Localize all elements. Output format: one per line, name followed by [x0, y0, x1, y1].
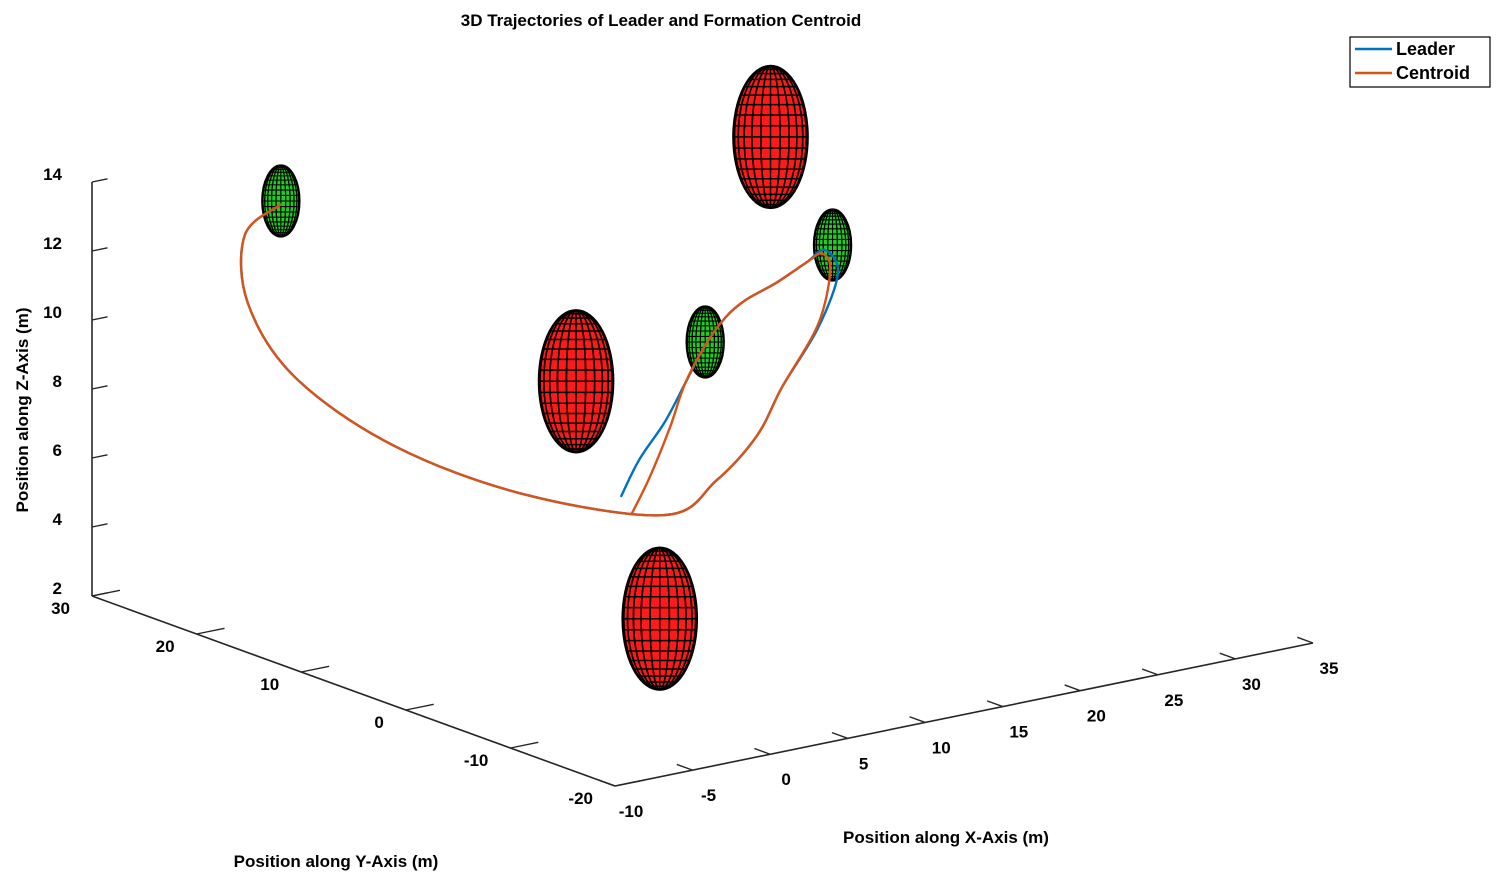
- y-axis-line: [91, 595, 616, 787]
- obstacle-2: [732, 64, 809, 210]
- x-tick-mark: [986, 700, 1004, 708]
- y-tick-label: -20: [568, 789, 593, 808]
- waypoint-1: [261, 164, 301, 238]
- x-tick-label: -10: [619, 802, 644, 821]
- x-tick-label: 25: [1164, 691, 1183, 710]
- y-tick-mark: [510, 741, 539, 749]
- y-tick-label: 20: [156, 637, 175, 656]
- y-tick-label: 10: [260, 675, 279, 694]
- spheres: [261, 64, 853, 691]
- legend-box: [1349, 36, 1491, 88]
- z-tick-mark: [91, 247, 108, 252]
- series-line-centroid: [239, 203, 832, 517]
- y-tick-mark: [405, 703, 434, 711]
- z-tick-mark: [91, 592, 108, 597]
- z-tick-label: 12: [43, 234, 62, 253]
- legend-label-centroid: Centroid: [1396, 63, 1470, 83]
- x-tick-label: 10: [932, 738, 951, 757]
- legend: Leader Centroid: [1349, 36, 1491, 88]
- x-tick-mark: [909, 716, 926, 724]
- x-tick-label: 15: [1009, 723, 1028, 742]
- z-tick-mark: [91, 385, 108, 390]
- x-tick-label: -5: [701, 786, 716, 805]
- y-axis-label: Position along Y-Axis (m): [234, 852, 439, 871]
- axes: -10-505101520253035-20-10010203024681012…: [43, 165, 1338, 821]
- z-tick-mark: [91, 523, 108, 528]
- z-tick-label: 6: [53, 441, 62, 460]
- trajectory-lines: [239, 203, 840, 517]
- x-tick-mark: [1064, 684, 1081, 692]
- z-axis-label: Position along Z-Axis (m): [13, 308, 32, 513]
- x-tick-mark: [676, 763, 693, 771]
- chart-title: 3D Trajectories of Leader and Formation …: [461, 11, 862, 30]
- z-tick-label: 8: [53, 372, 62, 391]
- y-tick-mark: [196, 627, 225, 635]
- y-tick-label: 30: [51, 599, 70, 618]
- x-tick-mark: [599, 779, 616, 787]
- z-tick-label: 14: [43, 165, 62, 184]
- y-tick-mark: [301, 665, 330, 673]
- z-tick-mark: [91, 454, 108, 459]
- x-tick-label: 20: [1087, 707, 1106, 726]
- z-tick-mark: [91, 178, 108, 183]
- x-tick-mark: [754, 747, 771, 755]
- x-tick-mark: [1141, 668, 1159, 676]
- y-tick-mark: [614, 779, 644, 787]
- z-tick-label: 10: [43, 303, 62, 322]
- z-tick-mark: [91, 316, 108, 321]
- x-tick-label: 0: [781, 770, 790, 789]
- x-tick-label: 5: [859, 754, 868, 773]
- x-tick-mark: [1297, 636, 1314, 644]
- z-tick-label: 2: [53, 579, 62, 598]
- y-tick-label: -10: [464, 751, 489, 770]
- x-axis-label: Position along X-Axis (m): [843, 828, 1049, 847]
- x-tick-label: 30: [1242, 675, 1261, 694]
- z-tick-label: 4: [53, 510, 63, 529]
- x-tick-label: 35: [1320, 659, 1339, 678]
- x-tick-mark: [831, 731, 848, 739]
- waypoint-3: [812, 208, 853, 282]
- x-axis-line: [614, 642, 1314, 787]
- obstacle-1: [537, 309, 615, 454]
- x-tick-mark: [1219, 652, 1236, 660]
- y-tick-label: 0: [374, 713, 383, 732]
- legend-label-leader: Leader: [1396, 39, 1455, 59]
- obstacle-3: [621, 546, 699, 691]
